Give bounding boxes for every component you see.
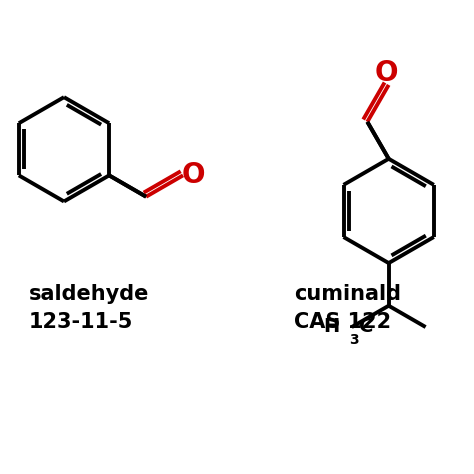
- Text: 3: 3: [349, 333, 359, 347]
- Text: 123-11-5: 123-11-5: [28, 312, 133, 332]
- Text: O: O: [374, 59, 398, 87]
- Text: CAS 122: CAS 122: [294, 312, 391, 332]
- Text: saldehyde: saldehyde: [28, 284, 149, 304]
- Text: H: H: [324, 317, 340, 336]
- Text: O: O: [182, 161, 205, 190]
- Text: cuminald: cuminald: [294, 284, 401, 304]
- Text: C: C: [359, 317, 373, 336]
